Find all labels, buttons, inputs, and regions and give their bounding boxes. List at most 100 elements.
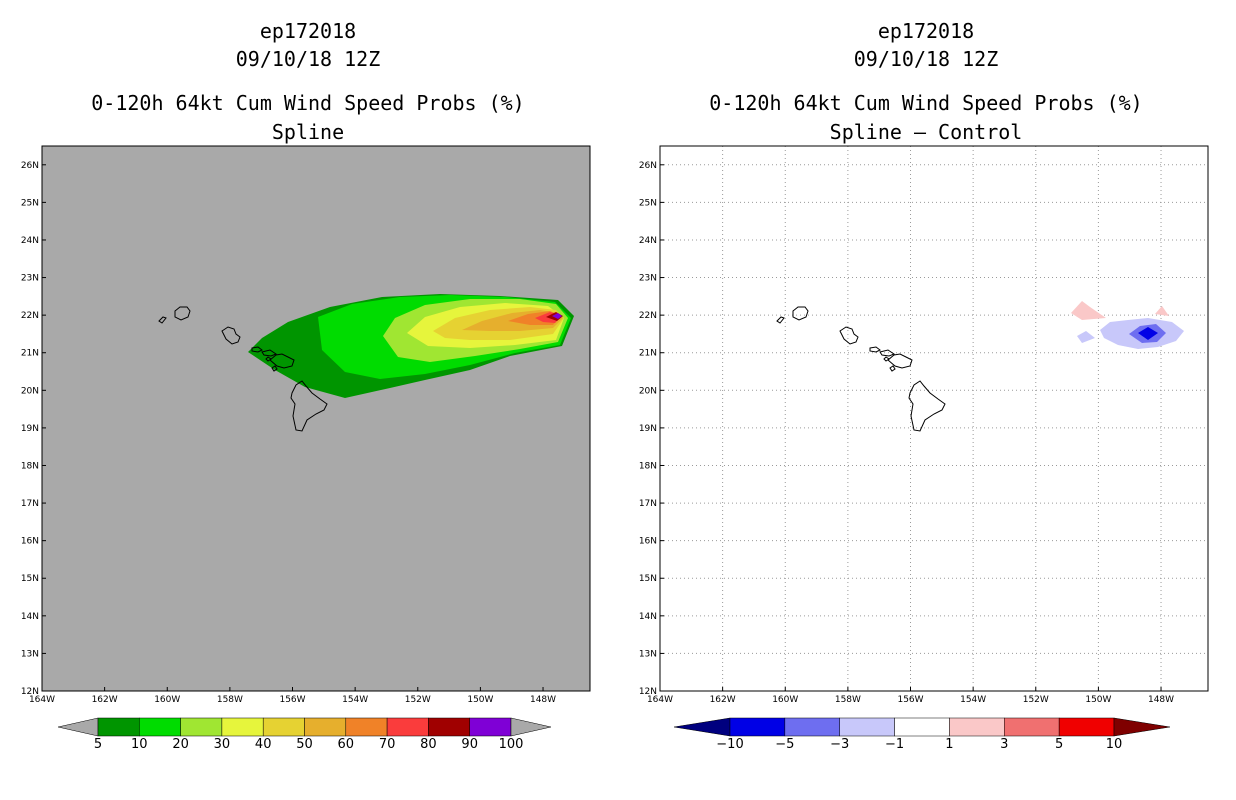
right-storm-id: ep172018 xyxy=(878,19,974,43)
lat-tick-label: 17N xyxy=(639,499,657,509)
colorbar-label: −10 xyxy=(716,737,743,752)
lon-tick-label: 150W xyxy=(1085,695,1111,705)
diff-neg-1-3-speck xyxy=(1113,325,1118,329)
lat-tick-label: 19N xyxy=(21,424,39,434)
colorbar-label: 50 xyxy=(296,737,313,752)
left-subtitle: Spline xyxy=(272,120,344,144)
colorbar-swatch xyxy=(304,717,347,737)
panel-right: ep172018 09/10/18 12Z 0-120h 64kt Cum Wi… xyxy=(639,19,1209,752)
left-colorbar: 5 10 20 30 40 50 60 70 80 90 100 xyxy=(57,717,552,752)
right-map-frame xyxy=(659,145,1209,692)
colorbar-label: 10 xyxy=(1106,737,1123,752)
lat-tick-label: 20N xyxy=(639,386,657,396)
lat-tick-label: 19N xyxy=(639,424,657,434)
colorbar-label: 30 xyxy=(214,737,231,752)
colorbar-label: 80 xyxy=(420,737,437,752)
left-axes: 164W 162W 160W 158W 156W 154W 152W 150W 148W 12N 1… xyxy=(21,161,556,705)
colorbar-label: 100 xyxy=(499,737,524,752)
colorbar-label: 40 xyxy=(255,737,272,752)
colorbar-label: 70 xyxy=(379,737,396,752)
lat-tick-label: 25N xyxy=(21,198,39,208)
lat-tick-label: 12N xyxy=(21,687,39,697)
lat-tick-label: 14N xyxy=(639,612,657,622)
lat-tick-label: 22N xyxy=(21,311,39,321)
right-difference-contours xyxy=(776,301,1184,432)
colorbar-label: −5 xyxy=(775,737,794,752)
right-map-background xyxy=(660,146,1208,691)
right-colorbar: −10 −5 −3 −1 1 3 5 10 xyxy=(673,717,1171,752)
colorbar-swatch xyxy=(894,717,950,737)
lon-tick-label: 154W xyxy=(960,695,986,705)
colorbar-label: 10 xyxy=(131,737,148,752)
colorbar-label: 60 xyxy=(338,737,355,752)
lat-tick-label: 13N xyxy=(21,649,39,659)
lat-tick-label: 13N xyxy=(639,649,657,659)
lat-tick-label: 16N xyxy=(639,537,657,547)
colorbar-label: −3 xyxy=(830,737,849,752)
left-datetime: 09/10/18 12Z xyxy=(236,47,381,71)
lon-tick-label: 164W xyxy=(29,695,55,705)
colorbar-over-triangle xyxy=(1113,717,1171,737)
lat-tick-label: 21N xyxy=(639,349,657,359)
lat-tick-label: 26N xyxy=(21,161,39,171)
lon-tick-label: 150W xyxy=(467,695,493,705)
lat-tick-label: 20N xyxy=(21,386,39,396)
colorbar-swatch xyxy=(729,717,786,737)
colorbar-swatch xyxy=(839,717,895,737)
lon-tick-label: 156W xyxy=(279,695,305,705)
lat-tick-label: 15N xyxy=(21,574,39,584)
colorbar-swatch xyxy=(1004,717,1060,737)
colorbar-swatch xyxy=(1058,717,1115,737)
colorbar-swatch xyxy=(180,717,223,737)
diff-neg-1-3-small xyxy=(1077,331,1095,343)
lat-tick-label: 23N xyxy=(21,274,39,284)
panel-left: ep172018 09/10/18 12Z 0-120h 64kt Cum Wi… xyxy=(21,19,591,752)
colorbar-label: 90 xyxy=(461,737,478,752)
lat-tick-label: 15N xyxy=(639,574,657,584)
lat-tick-label: 22N xyxy=(639,311,657,321)
contour-90-100 xyxy=(552,313,562,319)
colorbar-swatch xyxy=(469,717,512,737)
diff-neg-5-10 xyxy=(1138,327,1158,340)
right-title: 0-120h 64kt Cum Wind Speed Probs (%) xyxy=(709,91,1142,115)
colorbar-swatch xyxy=(262,717,305,737)
lat-tick-label: 18N xyxy=(639,461,657,471)
colorbar-label: 5 xyxy=(1055,737,1063,752)
colorbar-swatch xyxy=(97,717,140,737)
lon-tick-label: 152W xyxy=(405,695,431,705)
lat-tick-label: 14N xyxy=(21,612,39,622)
right-datetime: 09/10/18 12Z xyxy=(854,47,999,71)
lat-tick-label: 24N xyxy=(639,236,657,246)
lon-tick-label: 158W xyxy=(835,695,861,705)
lat-tick-label: 12N xyxy=(639,687,657,697)
left-storm-id: ep172018 xyxy=(260,19,356,43)
lat-tick-label: 25N xyxy=(639,198,657,208)
colorbar-label: 1 xyxy=(945,737,953,752)
lon-tick-label: 160W xyxy=(772,695,798,705)
colorbar-swatch xyxy=(784,717,840,737)
lat-tick-label: 16N xyxy=(21,537,39,547)
colorbar-swatch xyxy=(345,717,388,737)
lat-tick-label: 18N xyxy=(21,461,39,471)
left-title: 0-120h 64kt Cum Wind Speed Probs (%) xyxy=(91,91,524,115)
left-probability-contours xyxy=(158,294,574,432)
lon-tick-label: 162W xyxy=(92,695,118,705)
colorbar-swatch xyxy=(221,717,264,737)
lon-tick-label: 156W xyxy=(897,695,923,705)
lon-tick-label: 154W xyxy=(342,695,368,705)
diff-pos-1-3-west xyxy=(1071,301,1106,320)
lat-tick-label: 26N xyxy=(639,161,657,171)
lon-tick-label: 148W xyxy=(530,695,556,705)
lon-tick-label: 152W xyxy=(1023,695,1049,705)
diff-pos-1-3-east xyxy=(1155,306,1169,316)
colorbar-label: −1 xyxy=(885,737,904,752)
colorbar-under-triangle xyxy=(673,717,731,737)
lon-tick-label: 164W xyxy=(647,695,673,705)
colorbar-over-triangle xyxy=(510,717,552,737)
colorbar-swatch xyxy=(139,717,181,737)
lon-tick-label: 158W xyxy=(217,695,243,705)
lon-tick-label: 160W xyxy=(154,695,180,705)
colorbar-label: 20 xyxy=(172,737,189,752)
lat-tick-label: 24N xyxy=(21,236,39,246)
colorbar-label: 3 xyxy=(1000,737,1008,752)
